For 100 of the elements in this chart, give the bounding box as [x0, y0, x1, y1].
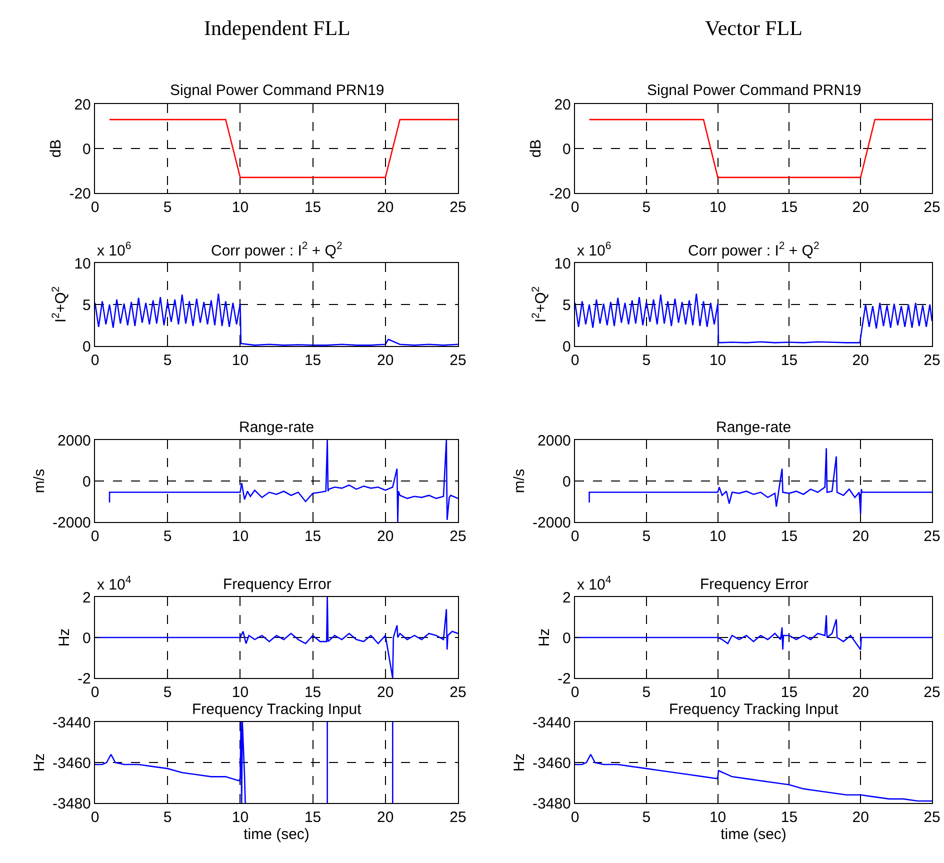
- x-tick-label: 25: [924, 528, 940, 546]
- chart-title: Frequency Tracking Input: [192, 701, 362, 718]
- y-tick-label: 0: [562, 630, 571, 647]
- x-tick-label: 10: [709, 352, 726, 370]
- chart-title: Vector FLL: [705, 16, 802, 40]
- chart-title: Corr power : I$^{2}$ + Q$^{2}$: [688, 240, 820, 260]
- x-tick-label: 20: [377, 684, 394, 702]
- x-tick-label: 10: [232, 352, 249, 370]
- chart-title: Frequency Error: [700, 576, 808, 593]
- y-tick-label: 2: [82, 589, 91, 606]
- line-series: [95, 597, 458, 678]
- y-tick-label: -3480: [532, 795, 571, 812]
- line-series: [575, 754, 932, 802]
- x-tick-label: 25: [924, 809, 940, 826]
- x-tick-label: 5: [642, 809, 651, 826]
- y-tick-label: 10: [554, 255, 571, 272]
- y-tick-label: -3460: [52, 754, 91, 772]
- line-series: [108, 440, 458, 522]
- chart-title: Corr power : I$^{2}$ + Q$^{2}$: [211, 240, 342, 260]
- text: x 10$^{4}$: [97, 574, 132, 594]
- x-tick-label: 20: [852, 352, 869, 370]
- y-axis-title: Hz: [56, 628, 73, 647]
- x-tick-label: 25: [450, 352, 466, 370]
- y-tick-label: -20: [549, 185, 571, 202]
- y-tick-label: 2000: [58, 432, 91, 450]
- x-tick-label: 25: [924, 199, 940, 216]
- x-tick-label: 20: [377, 528, 394, 546]
- x-tick-label: 15: [780, 528, 798, 546]
- x-tick-label: 5: [163, 199, 172, 216]
- x-tick-label: 20: [852, 684, 869, 702]
- x-tick-label: 20: [377, 199, 394, 216]
- y-tick-label: 0: [562, 338, 571, 356]
- chart-title: Frequency Error: [223, 576, 332, 593]
- x-tick-label: 10: [232, 199, 249, 216]
- y-axis-title: Hz: [536, 628, 553, 647]
- x-tick-label: 20: [852, 199, 869, 216]
- x-tick-label: 5: [642, 528, 651, 546]
- text: x 10$^{6}$: [97, 240, 132, 260]
- y-axis-title: Hz: [30, 753, 48, 772]
- x-tick-label: 15: [304, 809, 322, 826]
- x-tick-label: 15: [780, 199, 798, 216]
- chart-title: Independent FLL: [204, 16, 350, 40]
- chart-subtitle: Signal Power Command PRN19: [647, 82, 862, 99]
- x-tick-label: 15: [304, 352, 322, 370]
- text: x 10$^{6}$: [577, 240, 612, 260]
- line-series: [95, 293, 458, 346]
- x-tick-label: 20: [377, 809, 394, 826]
- chart-title: Range-rate: [716, 419, 792, 436]
- y-tick-label: 2: [562, 589, 571, 606]
- y-tick-label: 0: [562, 140, 571, 158]
- x-tick-label: 10: [232, 528, 249, 546]
- x-tick-label: 5: [642, 352, 651, 370]
- x-tick-label: 10: [709, 684, 726, 702]
- x-tick-label: 15: [304, 199, 322, 216]
- x-tick-label: 5: [163, 352, 172, 370]
- x-tick-label: 25: [924, 352, 940, 370]
- text: x 10$^{4}$: [577, 574, 612, 594]
- y-tick-label: -3460: [532, 754, 571, 772]
- chart-title: Frequency Tracking Input: [669, 701, 840, 718]
- x-tick-label: 10: [709, 528, 726, 546]
- line-series: [588, 448, 932, 514]
- x-tick-label: 25: [924, 684, 940, 702]
- y-tick-label: 0: [82, 473, 91, 490]
- x-axis-title: time (sec): [244, 826, 310, 844]
- y-axis-title: dB: [47, 139, 64, 158]
- y-tick-label: -20: [69, 185, 91, 202]
- y-tick-label: -3480: [52, 795, 91, 812]
- x-tick-label: 5: [163, 809, 172, 826]
- y-tick-label: -2: [78, 670, 91, 688]
- x-tick-label: 20: [852, 809, 869, 826]
- line-series: [575, 293, 932, 344]
- y-tick-label: 5: [82, 296, 91, 314]
- x-tick-label: 15: [780, 684, 798, 702]
- y-tick-label: 2000: [538, 432, 571, 450]
- y-tick-label: 0: [562, 473, 571, 490]
- y-axis-title: Hz: [510, 753, 528, 772]
- x-tick-label: 15: [780, 352, 798, 370]
- x-tick-label: 5: [642, 199, 651, 216]
- y-axis-title: m/s: [510, 468, 528, 494]
- y-tick-label: 5: [562, 296, 571, 314]
- x-tick-label: 5: [642, 684, 651, 702]
- x-tick-label: 10: [709, 199, 726, 216]
- x-tick-label: 20: [852, 528, 869, 546]
- x-tick-label: 5: [163, 684, 172, 702]
- x-tick-label: 10: [232, 809, 249, 826]
- y-tick-label: -2000: [52, 514, 91, 532]
- y-tick-label: -2000: [532, 514, 571, 532]
- y-axis-title: m/s: [30, 468, 48, 494]
- y-tick-label: -2: [558, 670, 571, 688]
- x-tick-label: 20: [377, 352, 394, 370]
- x-tick-label: 15: [304, 684, 322, 702]
- x-axis-title: time (sec): [720, 826, 786, 844]
- y-tick-label: -3440: [52, 714, 91, 732]
- y-tick-label: 10: [74, 255, 91, 272]
- y-tick-label: -3440: [532, 714, 571, 732]
- x-tick-label: 25: [450, 199, 466, 216]
- x-tick-label: 15: [780, 809, 798, 826]
- y-axis-title: dB: [527, 139, 544, 158]
- chart-title: Range-rate: [239, 419, 314, 436]
- x-tick-label: 15: [304, 528, 322, 546]
